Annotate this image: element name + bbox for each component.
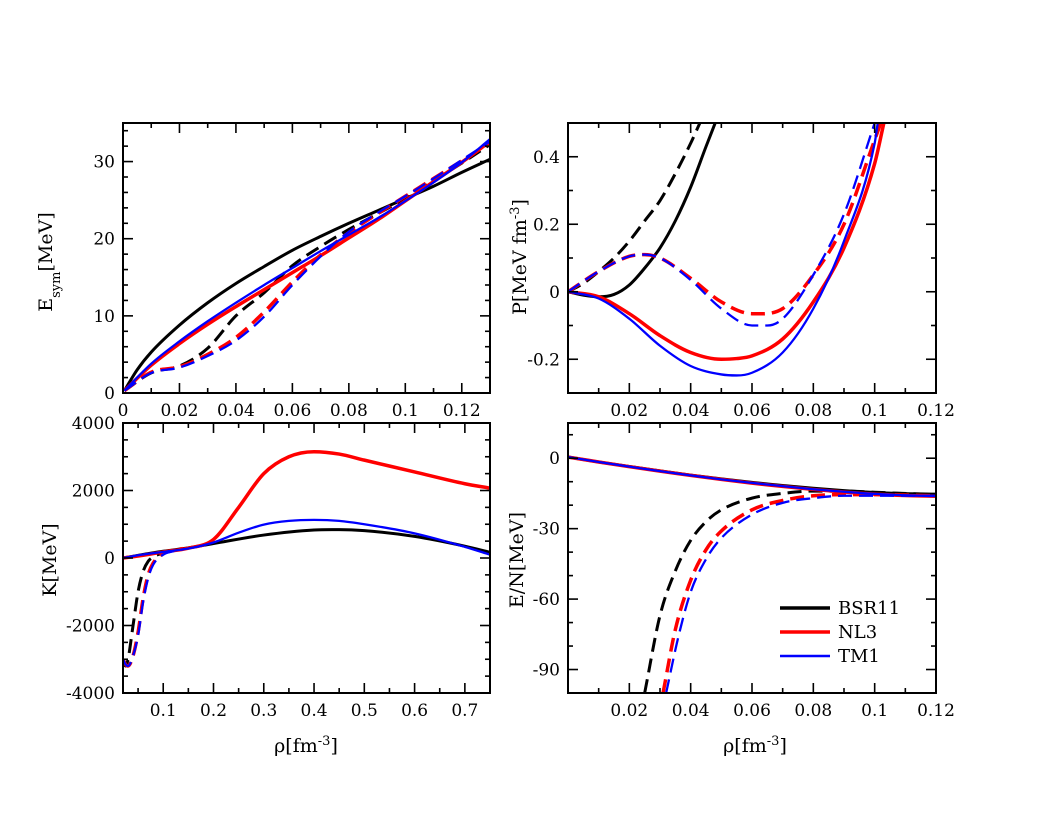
esym-series-group — [123, 138, 490, 393]
incompressibility-xtick-label: 0.1 — [150, 701, 177, 721]
legend-label-tm1: TM1 — [838, 646, 880, 667]
incompressibility-xtick-label: 0.5 — [351, 701, 378, 721]
pressure-xtick-label: 0.06 — [733, 401, 771, 421]
energy-ytick-label: -30 — [533, 520, 560, 540]
energy-ticks — [567, 423, 937, 694]
k-ylabel: K[MeV] — [39, 523, 61, 596]
energy-xlabel: ρ[fm-3] — [723, 734, 787, 758]
incompressibility-frame — [122, 422, 491, 694]
curves-layer — [123, 123, 936, 693]
pressure-line-bsr11-dashed — [568, 123, 702, 294]
energy-xtick-label: 0.04 — [672, 701, 710, 721]
energy-ytick-label: 0 — [549, 449, 560, 469]
esym-xtick-label: 0.06 — [273, 401, 311, 421]
esym-xtick-label: 0.04 — [217, 401, 255, 421]
legend-label-bsr11: BSR11 — [838, 598, 900, 619]
energy-line-bsr11-solid — [568, 455, 936, 496]
pressure-xtick-label: 0.1 — [861, 401, 888, 421]
energy-xtick-label: 0.12 — [917, 701, 955, 721]
incompressibility-series-group — [123, 449, 490, 668]
pressure-ytick-label: 0.2 — [533, 215, 560, 235]
legend: BSR11 NL3 TM1 — [780, 598, 900, 667]
energy-ylabel: E/N[MeV] — [506, 512, 528, 608]
incompressibility-ticks — [123, 422, 491, 694]
energy-series-group — [568, 455, 936, 693]
energy-ytick-label: -90 — [533, 661, 560, 681]
energy-line-nl3-solid — [568, 455, 936, 498]
esym-line-bsr11-solid — [123, 157, 490, 392]
esym-ylabel: Esym[MeV] — [35, 212, 64, 311]
incompressibility-xtick-label: 0.4 — [301, 701, 328, 721]
pressure-xtick-label: 0.02 — [610, 401, 648, 421]
incompressibility-xtick-label: 0.3 — [250, 701, 277, 721]
esym-xtick-label: 0.02 — [161, 401, 199, 421]
esym-xtick-label: 0.12 — [443, 401, 481, 421]
esym-xtick-label: 0.1 — [392, 401, 419, 421]
incompressibility-ytick-label: -4000 — [66, 684, 115, 704]
incompressibility-line-tm1-solid — [123, 518, 490, 560]
incompressibility-ytick-label: 0 — [104, 549, 115, 569]
esym-xtick-label: 0 — [118, 401, 129, 421]
pressure-xtick-label: 0.12 — [917, 401, 955, 421]
energy-line-bsr11-dashed — [643, 489, 936, 693]
axes-layer: 0 0.02 0.04 0.06 0.08 0.1 0.12 0 10 20 30 0.02 0.04 0… — [66, 122, 955, 721]
energy-xtick-label: 0.1 — [861, 701, 888, 721]
pressure-ytick-label: 0.4 — [533, 148, 560, 168]
pressure-line-tm1-dashed — [568, 123, 876, 327]
incompressibility-line-bsr11-dashed — [123, 549, 174, 668]
energy-frame — [567, 422, 937, 694]
incompressibility-ytick-label: 4000 — [72, 414, 115, 434]
pressure-line-tm1-solid — [568, 123, 879, 377]
pressure-line-nl3-dashed — [568, 123, 883, 316]
energy-xtick-label: 0.08 — [794, 701, 832, 721]
pressure-ylabel: P[MeV fm-3] — [508, 199, 532, 315]
incompressibility-xtick-label: 0.2 — [200, 701, 227, 721]
k-xlabel: ρ[fm-3] — [274, 734, 338, 758]
esym-ticks — [122, 123, 491, 394]
esym-ytick-label: 20 — [93, 230, 115, 250]
pressure-series-group — [568, 123, 886, 377]
esym-line-tm1-dashed — [123, 140, 490, 392]
legend-label-nl3: NL3 — [838, 622, 877, 643]
pressure-ytick-label: -0.2 — [527, 350, 560, 370]
energy-xtick-label: 0.06 — [733, 701, 771, 721]
esym-ytick-label: 10 — [93, 307, 115, 327]
esym-xtick-label: 0.08 — [330, 401, 368, 421]
pressure-ytick-label: 0 — [549, 283, 560, 303]
energy-ytick-label: -60 — [533, 590, 560, 610]
incompressibility-ytick-label: 2000 — [72, 482, 115, 502]
pressure-ticks — [567, 122, 937, 394]
incompressibility-line-nl3-solid — [123, 449, 490, 560]
incompressibility-xtick-label: 0.6 — [401, 701, 428, 721]
pressure-line-nl3-solid — [568, 123, 886, 361]
incompressibility-line-bsr11-solid — [123, 528, 490, 560]
esym-frame — [122, 122, 491, 394]
energy-line-tm1-solid — [568, 455, 936, 498]
incompressibility-line-tm1-dashed — [123, 548, 184, 668]
energy-xtick-label: 0.02 — [610, 701, 648, 721]
incompressibility-ytick-label: -2000 — [66, 617, 115, 637]
pressure-line-bsr11-solid — [568, 123, 717, 299]
esym-ytick-label: 30 — [93, 153, 115, 173]
energy-line-tm1-dashed — [665, 494, 936, 693]
pressure-xtick-label: 0.08 — [794, 401, 832, 421]
esym-ytick-label: 0 — [104, 384, 115, 404]
pressure-xtick-label: 0.04 — [672, 401, 710, 421]
esym-line-tm1-solid — [123, 138, 490, 392]
energy-line-nl3-dashed — [661, 492, 936, 693]
incompressibility-xtick-label: 0.7 — [451, 701, 478, 721]
